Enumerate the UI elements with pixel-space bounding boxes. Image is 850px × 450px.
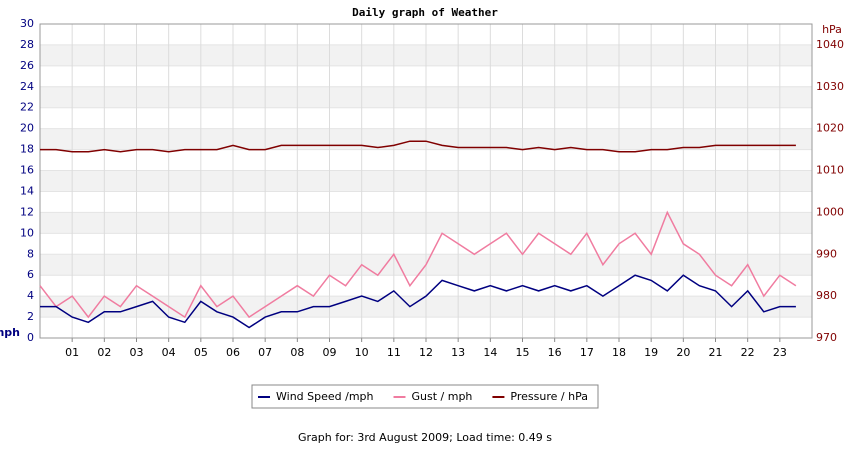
x-tick-label: 22 (741, 346, 755, 359)
x-tick-label: 01 (65, 346, 79, 359)
y-tick-label: 8 (27, 247, 34, 260)
y2-axis-label: hPa (822, 23, 842, 36)
y2-tick-label: 1020 (816, 122, 844, 135)
series-line (40, 140, 796, 153)
x-tick-label: 23 (773, 346, 787, 359)
legend-label: Wind Speed /mph (276, 390, 374, 403)
x-tick-label: 12 (419, 346, 433, 359)
x-tick-label: 05 (194, 346, 208, 359)
x-tick-label: 06 (226, 346, 240, 359)
y-tick-label: 10 (20, 226, 34, 239)
legend-label: Pressure / hPa (510, 390, 588, 403)
y2-tick-label: 1010 (816, 164, 844, 177)
y2-tick-label: 1040 (816, 38, 844, 51)
x-tick-label: 07 (258, 346, 272, 359)
series-line (39, 210, 797, 319)
y2-tick-label: 970 (816, 331, 837, 344)
x-tick-label: 09 (323, 346, 337, 359)
x-tick-label: 10 (355, 346, 369, 359)
y-tick-label: 6 (27, 268, 34, 281)
y-tick-label: 12 (20, 205, 34, 218)
series-line (40, 274, 796, 329)
x-tick-label: 03 (130, 346, 144, 359)
x-tick-label: 18 (612, 346, 626, 359)
y-tick-label: 18 (20, 143, 34, 156)
y2-tick-label: 990 (816, 247, 837, 260)
x-tick-label: 21 (709, 346, 723, 359)
footer: Graph for: 3rd August 2009; Load time: 0… (298, 431, 552, 444)
y2-tick-label: 980 (816, 289, 837, 302)
x-tick-label: 08 (290, 346, 304, 359)
x-tick-label: 17 (580, 346, 594, 359)
y-tick-label: 22 (20, 101, 34, 114)
x-tick-label: 15 (516, 346, 530, 359)
y-tick-label: 26 (20, 59, 34, 72)
x-tick-label: 16 (548, 346, 562, 359)
x-tick-label: 19 (644, 346, 658, 359)
y-tick-label: 28 (20, 38, 34, 51)
y-axis-label: mph (0, 326, 20, 339)
plot-frame (39, 23, 813, 339)
x-tick-label: 11 (387, 346, 401, 359)
y2-tick-label: 1030 (816, 80, 844, 93)
y-tick-label: 4 (27, 289, 34, 302)
y-tick-label: 0 (27, 331, 34, 344)
y-tick-label: 20 (20, 122, 34, 135)
y-tick-label: 30 (20, 17, 34, 30)
x-tick-label: 13 (451, 346, 465, 359)
legend-box (251, 384, 599, 409)
x-tick-label: 20 (676, 346, 690, 359)
x-tick-label: 02 (97, 346, 111, 359)
y2-tick-label: 1000 (816, 205, 844, 218)
y-tick-label: 2 (27, 310, 34, 323)
y-tick-label: 16 (20, 164, 34, 177)
chart-title: Daily graph of Weather (352, 6, 498, 19)
y-tick-label: 24 (20, 80, 34, 93)
x-tick-label: 04 (162, 346, 176, 359)
y-tick-label: 14 (20, 184, 34, 197)
x-tick-label: 14 (483, 346, 497, 359)
legend-label: Gust / mph (412, 390, 473, 403)
